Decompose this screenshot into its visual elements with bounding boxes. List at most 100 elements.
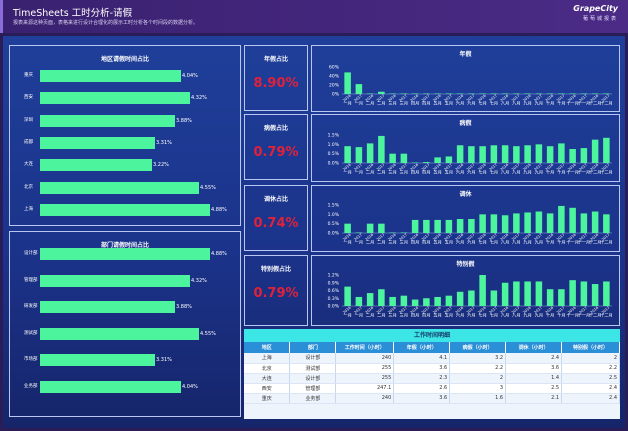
x-tick-label: 十一月 (566, 100, 579, 107)
chart-bar (355, 147, 363, 163)
x-tick-label: 2017 (578, 94, 588, 103)
hbar-value-label: 4.32% (191, 277, 207, 284)
chart-bar (580, 148, 588, 163)
hbar-bar (40, 274, 190, 287)
chart-bar (378, 223, 385, 233)
x-tick-label: 2016 (500, 93, 510, 102)
sick-leave-bar-chart: 1.5%1.0%0.5%0.0% 2016一月2017一月2016二月2017二月… (328, 133, 613, 176)
x-tick-label: 2017 (398, 94, 408, 103)
hbar-bar (40, 301, 175, 313)
x-tick-label: 一月 (355, 101, 363, 107)
header-bar: TimeSheets 工时分析-请假 报表来源这种页面，表格来进行设计合理化的展… (0, 0, 628, 33)
x-tick-label: 五月 (433, 101, 441, 107)
x-tick-label: 2016 (365, 305, 375, 314)
table-cell: 测试部 (289, 363, 337, 374)
x-tick-label: 十一月 (578, 312, 591, 319)
chart-bar (411, 93, 419, 94)
table-cell: 上海 (244, 353, 291, 364)
chart-title: 调休 (459, 191, 472, 198)
chart-bar (546, 213, 554, 233)
x-tick-label: 六月 (467, 312, 475, 319)
chart-bar (411, 299, 419, 306)
table-cell: 3.2 (449, 353, 507, 364)
hbar-label: 重庆 (24, 73, 33, 78)
work-time-table: 地区 部门 工作时间（小时） 年假（小时） 病假（小时） 调休（小时） 特别假（… (244, 342, 620, 404)
x-tick-label: 2017 (488, 233, 498, 242)
x-tick-label: 2017 (578, 233, 588, 242)
x-tick-label: 2017 (488, 163, 498, 172)
chart-bar (603, 214, 610, 233)
chart-bar (400, 232, 408, 233)
x-tick-label: 2016 (410, 232, 420, 241)
hbar-row: 业务部 4.04% (10, 380, 240, 393)
x-tick-label: 2016 (567, 93, 577, 102)
chart-bar (389, 232, 396, 233)
sick-leave-chart: 病假 1.5% 1.0% 0.5% 0.0% 2016 一月 2017 一月 2016 二月 201… (311, 114, 620, 182)
x-tick-label: 2016 (500, 305, 510, 314)
region-leave-panel: 地区请假时间占比 重庆 4.04% 西安 4.32% 深圳 3.88% 成都 3.31% 大连 3… (9, 45, 241, 226)
column-header: 地区 (244, 342, 291, 353)
x-tick-label: 2016 (545, 232, 555, 241)
x-tick-label: 2016 (432, 162, 442, 171)
x-tick-label: 八月 (501, 240, 509, 246)
hbar-value-label: 3.88% (176, 304, 192, 310)
x-tick-label: 十月 (557, 312, 565, 319)
hbar-value-label: 3.22% (153, 162, 169, 169)
chart-title: 特别假 (456, 261, 475, 268)
kpi-value: 0.79% (253, 145, 299, 160)
hbar-value-label: 4.55% (200, 330, 216, 337)
chart-bar (423, 219, 430, 233)
chart-bar (468, 219, 475, 233)
hbar-row: 深圳 3.88% (10, 114, 240, 127)
x-tick-label: 十月 (546, 100, 554, 107)
x-tick-label: 六月 (456, 100, 464, 107)
x-tick-label: 六月 (456, 169, 464, 176)
x-tick-label: 八月 (512, 170, 520, 176)
table-cell: 3.6 (393, 393, 451, 404)
x-tick-label: 2016 (567, 232, 577, 241)
chart-bar (445, 219, 453, 233)
chart-bar (546, 289, 554, 306)
x-tick-label: 八月 (501, 170, 509, 176)
chart-bar (366, 143, 374, 163)
x-tick-label: 二月 (366, 313, 374, 319)
y-tick-label: 0% (332, 92, 340, 98)
x-tick-label: 四月 (411, 170, 419, 176)
x-tick-label: 2016 (500, 162, 510, 171)
table-cell: 西安 (244, 383, 291, 394)
table-row: 大连 设计部 255 2.3 2 1.4 2.5 (244, 373, 620, 384)
hbar-value-label: 4.04% (182, 73, 198, 79)
chart-bar (524, 145, 531, 163)
x-tick-label: 2016 (590, 232, 600, 241)
x-tick-label: 十月 (546, 312, 554, 319)
department-leave-panel: 部门请假时间占比 设计部 4.88% 管理部 4.32% 研发部 3.88% 测试部 4.55… (9, 231, 241, 417)
table-cell: 4.1 (393, 353, 451, 364)
kpi-special-leave: 特别假占比 0.79% (244, 255, 308, 326)
x-tick-label: 2016 (455, 305, 465, 314)
hbar-label: 北京 (24, 184, 33, 190)
x-tick-label: 2017 (421, 163, 431, 172)
x-tick-label: 八月 (501, 101, 509, 107)
hbar-row: 北京 4.55% (10, 181, 240, 194)
x-tick-label: 2016 (432, 305, 442, 314)
chart-bar (411, 219, 419, 233)
x-tick-label: 五月 (445, 170, 453, 176)
x-tick-label: 一月 (343, 240, 351, 246)
hbar-row: 成都 3.31% (10, 136, 240, 149)
hbar-bar (40, 159, 152, 172)
brand-subtitle: 葡萄城报表 (582, 16, 618, 22)
x-tick-label: 2017 (466, 94, 476, 103)
x-tick-label: 2017 (601, 94, 611, 103)
x-tick-label: 四月 (422, 240, 430, 246)
chart-bar (456, 219, 464, 233)
chart-bar (513, 146, 520, 163)
x-tick-label: 2017 (353, 163, 363, 172)
x-tick-label: 2017 (556, 233, 566, 242)
chart-bar (366, 93, 374, 94)
x-tick-label: 2017 (376, 94, 386, 103)
x-tick-label: 九月 (535, 169, 543, 176)
y-tick-label: 1.0% (328, 212, 340, 218)
chart-bar (535, 281, 543, 306)
x-tick-label: 2016 (432, 232, 442, 241)
x-tick-label: 十二月 (600, 312, 613, 319)
